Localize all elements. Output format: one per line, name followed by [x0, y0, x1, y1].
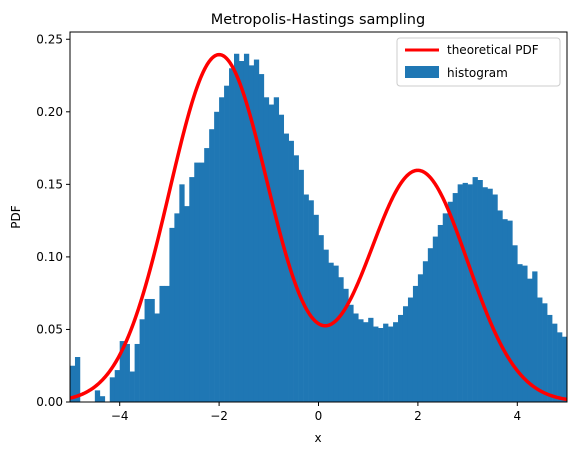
histogram-bar — [502, 219, 507, 402]
histogram-bar — [487, 189, 492, 402]
histogram-bar — [229, 68, 234, 402]
histogram-bar — [443, 213, 448, 402]
histogram-bar — [309, 200, 314, 402]
histogram-bar — [547, 315, 552, 402]
x-tick-label: −2 — [210, 409, 228, 423]
histogram-bar — [557, 332, 562, 402]
histogram-bar — [125, 344, 130, 402]
histogram-bar — [135, 344, 140, 402]
x-tick-label: −4 — [111, 409, 129, 423]
chart-title: Metropolis-Hastings sampling — [211, 12, 425, 28]
histogram-bar — [199, 163, 204, 402]
histogram-bar — [299, 170, 304, 402]
histogram-bar — [363, 322, 368, 402]
histogram-bar — [224, 86, 229, 402]
histogram-bar — [169, 228, 174, 402]
histogram-bar — [189, 177, 194, 402]
histogram-bar — [403, 306, 408, 402]
histogram-bar — [383, 324, 388, 402]
histogram-bar — [304, 195, 309, 402]
x-tick-label: 2 — [414, 409, 422, 423]
histogram-bar — [438, 225, 443, 402]
histogram-bar — [154, 313, 159, 402]
histogram-bar — [314, 215, 319, 402]
y-tick-label: 0.25 — [36, 32, 63, 46]
x-tick-label: 0 — [315, 409, 323, 423]
histogram-bar — [269, 105, 274, 402]
histogram-bar — [368, 318, 373, 402]
histogram-bar — [448, 202, 453, 402]
histogram-bar — [418, 274, 423, 402]
histogram-bar — [468, 184, 473, 402]
histogram-bar — [279, 115, 284, 402]
histogram-bar — [95, 390, 100, 402]
histogram-bar — [319, 235, 324, 402]
histogram-bar — [338, 277, 343, 402]
histogram-bar — [483, 187, 488, 402]
histogram-bar — [353, 313, 358, 402]
histogram-bar — [333, 266, 338, 402]
histogram-bar — [194, 163, 199, 402]
histogram-bar — [507, 221, 512, 402]
y-tick-label: 0.15 — [36, 177, 63, 191]
histogram-bar — [398, 315, 403, 402]
histogram-bar — [517, 264, 522, 402]
histogram-bar — [413, 286, 418, 402]
histogram-bar — [259, 74, 264, 402]
histogram-bar — [393, 322, 398, 402]
histogram-bar — [159, 286, 164, 402]
histogram-bar — [145, 299, 150, 402]
histogram-bar — [204, 148, 209, 402]
y-tick-label: 0.20 — [36, 105, 63, 119]
histogram-bar — [184, 206, 189, 402]
histogram-bar — [174, 213, 179, 402]
histogram-bar — [254, 60, 259, 402]
histogram-bar — [214, 112, 219, 402]
histogram-bar — [219, 97, 224, 402]
histogram-bar — [110, 377, 115, 402]
histogram-bar — [378, 328, 383, 402]
y-axis-label: PDF — [9, 205, 23, 228]
y-tick-label: 0.10 — [36, 250, 63, 264]
histogram-bar — [542, 303, 547, 402]
histogram-bar — [348, 305, 353, 402]
histogram-bar — [150, 299, 155, 402]
histogram-bar — [274, 97, 279, 402]
histogram-bar — [433, 237, 438, 402]
histogram-bar — [140, 319, 145, 402]
histogram-bar — [100, 396, 105, 402]
x-tick-label: 4 — [513, 409, 521, 423]
histogram-bar — [130, 372, 135, 402]
histogram-bar — [164, 286, 169, 402]
histogram-bar — [552, 324, 557, 402]
legend-bar-swatch — [405, 66, 439, 78]
histogram-bar — [328, 263, 333, 402]
histogram-bar — [423, 261, 428, 402]
histogram-bar — [239, 61, 244, 402]
legend: theoretical PDF histogram — [397, 38, 560, 86]
histogram-bar — [358, 319, 363, 402]
histogram-bar — [463, 183, 468, 402]
x-axis-label: x — [314, 431, 321, 445]
histogram-bar — [373, 327, 378, 402]
histogram-bar — [209, 129, 214, 402]
histogram-bar — [264, 97, 269, 402]
y-tick-label: 0.00 — [36, 395, 63, 409]
histogram-bar — [492, 195, 497, 402]
histogram-bar — [428, 248, 433, 402]
histogram-bar — [497, 210, 502, 402]
histogram-bar — [532, 271, 537, 402]
histogram-bar — [179, 184, 184, 402]
legend-label-histogram: histogram — [447, 66, 508, 80]
histogram-bar — [458, 184, 463, 402]
histogram-bar — [537, 298, 542, 402]
histogram-bar — [115, 370, 120, 402]
histogram-bar — [388, 327, 393, 402]
y-tick-label: 0.05 — [36, 322, 63, 336]
legend-label-theoretical-pdf: theoretical PDF — [447, 43, 539, 57]
histogram-bar — [408, 298, 413, 402]
histogram-bar — [234, 54, 239, 402]
histogram-bar — [512, 245, 517, 402]
